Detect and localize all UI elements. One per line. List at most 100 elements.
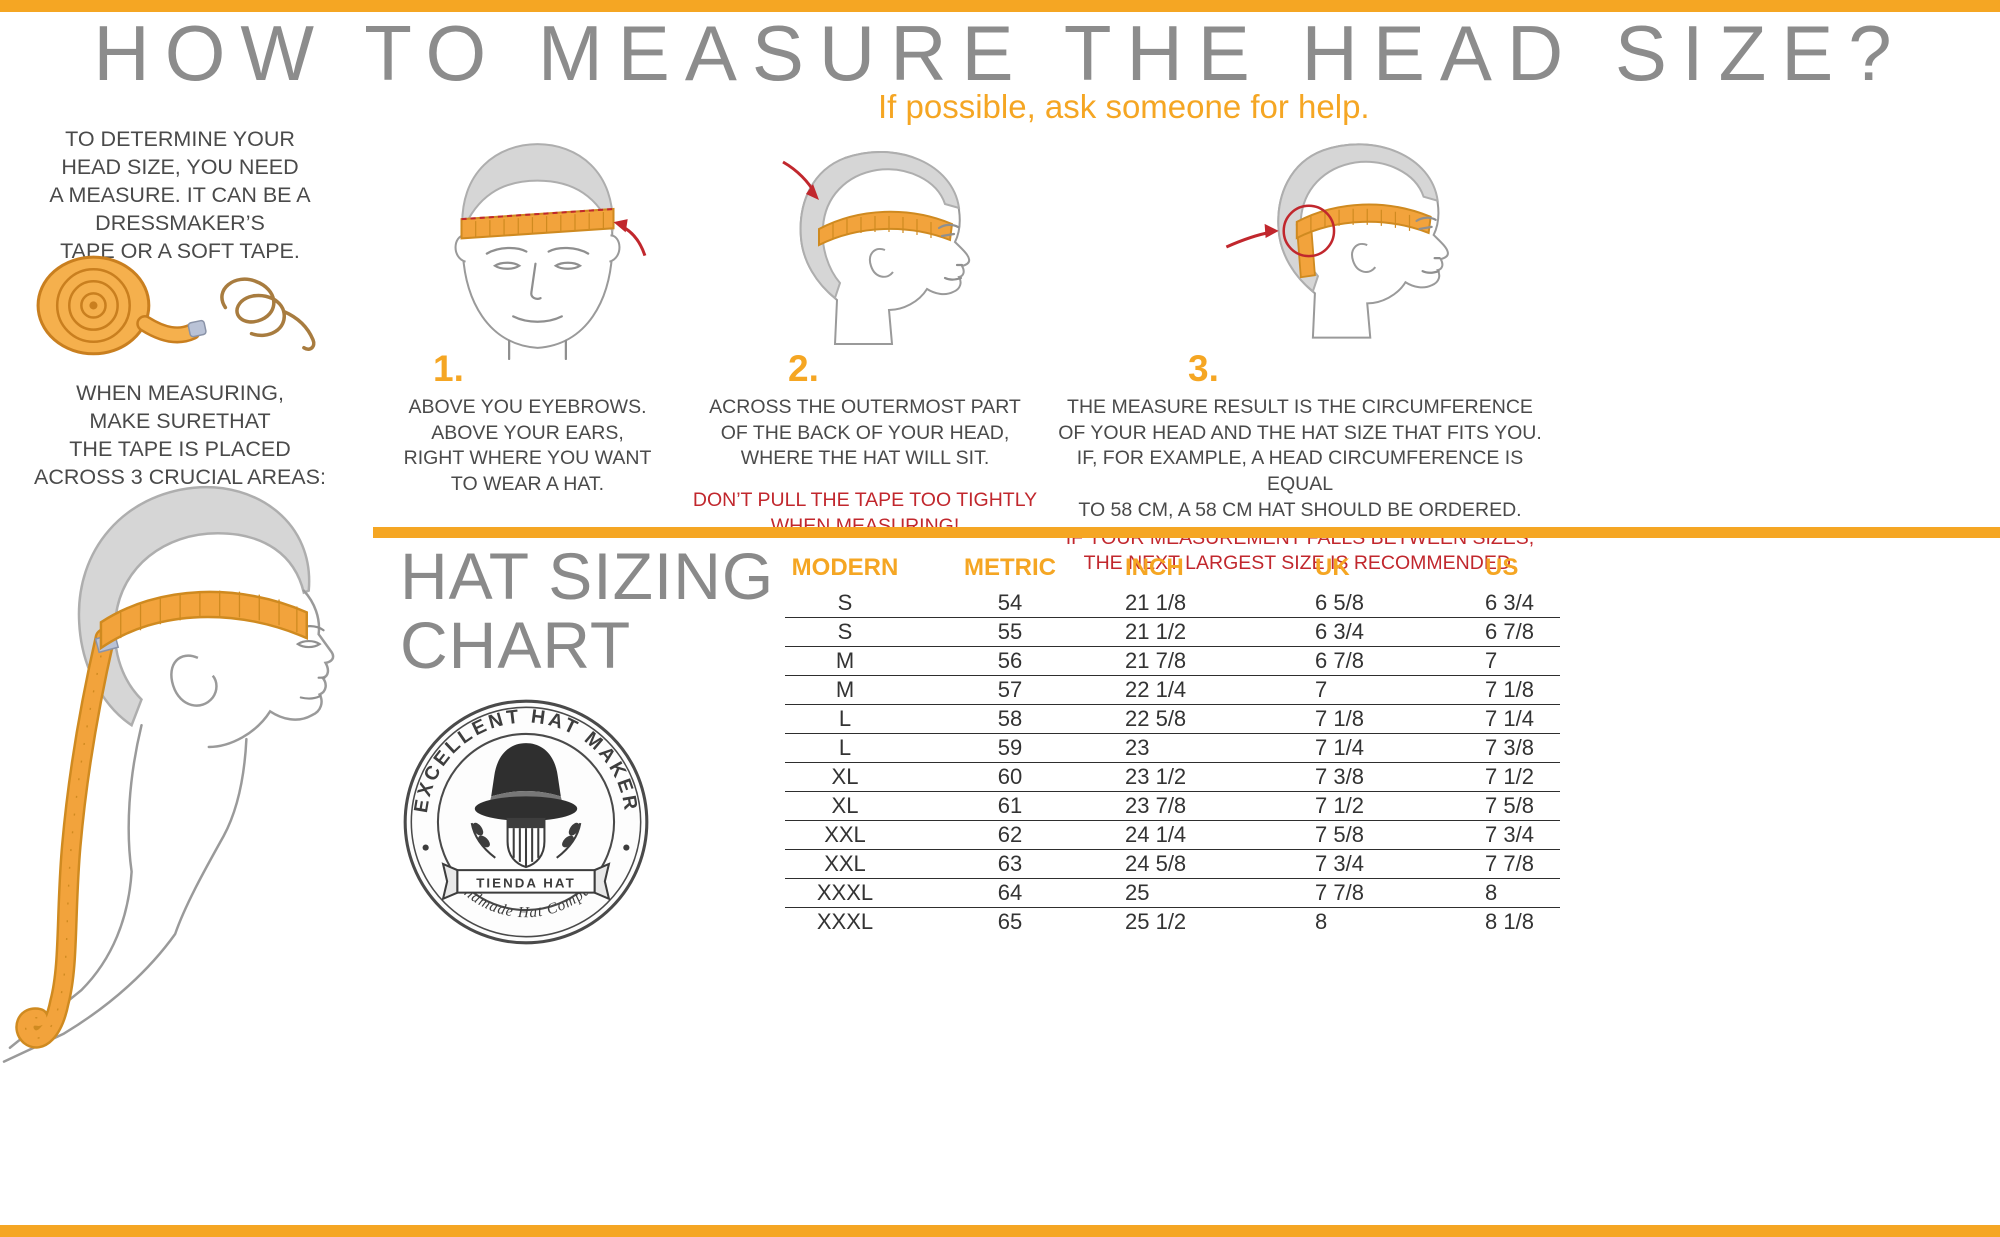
table-cell: 6 7/8	[1305, 646, 1475, 676]
table-cell: 7 1/4	[1305, 733, 1475, 763]
step3-caption-text: THE MEASURE RESULT IS THE CIRCUMFERENCE …	[1058, 396, 1542, 521]
table-row: XXL 63 24 5/8 7 3/4 7 7/8	[785, 849, 1560, 879]
table-cell: 25 1/2	[1125, 909, 1187, 934]
face-features	[937, 223, 964, 281]
table-cell: 7 1/2	[1475, 762, 1560, 792]
table-cell: 60	[905, 762, 1115, 792]
measuring-tape-band	[99, 590, 308, 651]
face-profile	[2, 589, 335, 1063]
table-cell: 61	[905, 791, 1115, 821]
hair	[799, 150, 961, 300]
ear	[869, 248, 894, 278]
table-cell: 65	[997, 909, 1023, 934]
table-cell: 6 5/8	[1305, 589, 1475, 618]
table-cell: 7 3/4	[1475, 820, 1560, 850]
step1-number: 1.	[433, 348, 464, 389]
table-row: XXL 62 24 1/4 7 5/8 7 3/4	[785, 820, 1560, 850]
table-cell: XL	[785, 762, 905, 792]
table-cell: 58	[905, 704, 1115, 734]
wheat-sprigs	[470, 822, 582, 859]
table-cell: 8	[1475, 878, 1560, 908]
red-arrow-icon	[782, 160, 819, 200]
table-row: S 54 21 1/8 6 5/8 6 3/4	[785, 589, 1560, 618]
measuring-tape-band	[1295, 203, 1432, 240]
page-title: HOW TO MEASURE THE HEAD SIZE?	[93, 9, 1907, 97]
fedora-hat-icon	[474, 743, 578, 821]
hat-sizing-table: MODERN METRIC INCH UK US S 54 21 1/8 6 5/8 6 3/4…	[785, 556, 1560, 936]
table-cell: 63	[905, 849, 1115, 879]
table-cell: XXL	[785, 849, 905, 879]
measuring-tape-band	[818, 210, 954, 247]
step1-caption-text: ABOVE YOU EYEBROWS. ABOVE YOUR EARS, RIG…	[403, 396, 652, 496]
face-features	[485, 246, 590, 360]
table-cell: 8 1/8	[1485, 909, 1534, 934]
table-cell: M	[785, 675, 905, 705]
red-arrow-icon	[613, 219, 647, 257]
table-cell: 54	[905, 589, 1115, 618]
table-cell: 23 1/2	[1115, 762, 1305, 792]
table-row: L 59 23 7 1/4 7 3/8	[785, 733, 1560, 763]
sizing-table-body: S 54 21 1/8 6 5/8 6 3/4 S 55 21 1/2 6 3/4 6 7/8 M 5…	[785, 589, 1560, 936]
table-cell: 23 7/8	[1115, 791, 1305, 821]
table-cell: 7 5/8	[1305, 820, 1475, 850]
step1-front-head-illustration	[454, 143, 647, 360]
table-cell: 21 7/8	[1115, 646, 1305, 676]
column-header: INCH	[1125, 554, 1184, 581]
table-cell: 22 1/4	[1115, 675, 1305, 705]
table-cell: 59	[905, 733, 1115, 763]
table-row: XXXL 64 25 7 7/8 8	[785, 878, 1560, 908]
column-header: UK	[1315, 554, 1350, 581]
soft-tape-rope-icon	[220, 277, 316, 351]
table-cell: 7 7/8	[1475, 849, 1560, 879]
table-cell: 7 5/8	[1475, 791, 1560, 821]
ear	[1351, 243, 1377, 273]
highlight-circle	[1282, 204, 1336, 258]
table-row: M 57 22 1/4 7 7 1/8	[785, 675, 1560, 705]
step2-side-head-illustration	[782, 150, 971, 345]
large-head-measuring-illustration	[2, 485, 335, 1063]
table-cell: 25	[1115, 878, 1305, 908]
table-cell: 7 1/8	[1305, 704, 1475, 734]
hat-company-logo: EXCELLENT HAT MAKER Handmade Hat Company	[403, 699, 649, 945]
section-divider-bar	[373, 527, 2000, 538]
step3-side-head-illustration	[1225, 143, 1449, 339]
top-accent-bar	[0, 0, 2000, 12]
table-cell: 7	[1305, 675, 1475, 705]
table-cell: 24 1/4	[1115, 820, 1305, 850]
table-cell: XXXL	[816, 909, 874, 934]
table-cell: 22 5/8	[1115, 704, 1305, 734]
right-ear	[609, 234, 621, 263]
table-row: M 56 21 7/8 6 7/8 7	[785, 646, 1560, 676]
table-cell: 62	[905, 820, 1115, 850]
table-cell: 7 7/8	[1305, 878, 1475, 908]
table-cell: 7 3/8	[1475, 733, 1560, 763]
bottom-accent-bar	[0, 1225, 2000, 1237]
table-cell: 7 1/8	[1475, 675, 1560, 705]
table-cell: L	[785, 704, 905, 734]
page-subtitle: If possible, ask someone for help.	[878, 88, 1370, 125]
table-cell: 6 3/4	[1475, 589, 1560, 618]
step3-caption: THE MEASURE RESULT IS THE CIRCUMFERENCE …	[1055, 395, 1545, 577]
step1-caption: ABOVE YOU EYEBROWS. ABOVE YOUR EARS, RIG…	[395, 395, 660, 498]
red-arrow-icon	[1225, 223, 1279, 249]
table-cell: L	[785, 733, 905, 763]
intro-paragraph-2: WHEN MEASURING, MAKE SURETHAT THE TAPE I…	[34, 381, 326, 489]
table-cell: 6 7/8	[1475, 617, 1560, 647]
face-features	[1415, 216, 1441, 274]
intro-paragraph-1: TO DETERMINE YOUR HEAD SIZE, YOU NEED A …	[49, 127, 311, 263]
sizing-chart-title: HAT SIZING CHART	[400, 539, 775, 683]
table-row: XXXL 65 25 1/2 8 8 1/8	[785, 908, 1560, 937]
hair	[77, 485, 311, 728]
tape-coil	[36, 255, 207, 356]
table-cell: 7 1/4	[1475, 704, 1560, 734]
table-cell: 56	[905, 646, 1115, 676]
table-cell: 64	[905, 878, 1115, 908]
table-row: L 58 22 5/8 7 1/8 7 1/4	[785, 704, 1560, 734]
table-cell: 6 3/4	[1305, 617, 1475, 647]
shield-icon	[506, 817, 546, 869]
table-cell: 7 1/2	[1305, 791, 1475, 821]
table-cell: 23	[1115, 733, 1305, 763]
table-cell: 21 1/8	[1115, 589, 1305, 618]
step2-number: 2.	[788, 348, 819, 389]
